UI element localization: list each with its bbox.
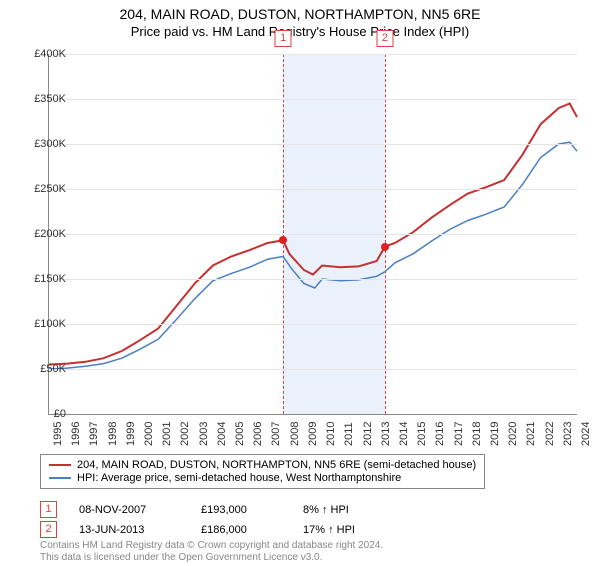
legend-swatch-hpi xyxy=(49,477,71,479)
gridline-h xyxy=(49,144,577,145)
x-axis-label: 2015 xyxy=(416,422,428,446)
y-axis-label: £200K xyxy=(22,228,66,240)
event-row-2: 2 13-JUN-2013 £186,000 17% ↑ HPI xyxy=(40,521,560,538)
x-axis-label: 2010 xyxy=(325,422,337,446)
legend-row-hpi: HPI: Average price, semi-detached house,… xyxy=(49,472,476,484)
event-row-1: 1 08-NOV-2007 £193,000 8% ↑ HPI xyxy=(40,501,560,518)
x-axis-label: 1997 xyxy=(88,422,100,446)
event-date-2: 13-JUN-2013 xyxy=(79,524,179,536)
y-axis-label: £250K xyxy=(22,183,66,195)
x-axis-label: 2005 xyxy=(234,422,246,446)
y-axis-label: £150K xyxy=(22,273,66,285)
marker-dot-2 xyxy=(381,243,389,251)
event-date-1: 08-NOV-2007 xyxy=(79,504,179,516)
x-axis-label: 2008 xyxy=(289,422,301,446)
y-axis-label: £350K xyxy=(22,93,66,105)
x-axis-label: 1996 xyxy=(70,422,82,446)
x-axis-label: 2000 xyxy=(143,422,155,446)
x-axis-label: 2023 xyxy=(562,422,574,446)
gridline-h xyxy=(49,324,577,325)
event-hpi-1: 8% ↑ HPI xyxy=(303,504,349,516)
event-price-1: £193,000 xyxy=(201,504,281,516)
gridline-h xyxy=(49,279,577,280)
legend-label-hpi: HPI: Average price, semi-detached house,… xyxy=(77,472,401,484)
event-marker-1: 1 xyxy=(40,501,57,518)
x-axis-label: 2004 xyxy=(216,422,228,446)
x-axis-label: 2014 xyxy=(398,422,410,446)
y-axis-label: £300K xyxy=(22,138,66,150)
x-axis-label: 2018 xyxy=(471,422,483,446)
y-axis-label: £50K xyxy=(22,363,66,375)
footnote: Contains HM Land Registry data © Crown c… xyxy=(40,540,383,564)
event-price-2: £186,000 xyxy=(201,524,281,536)
x-axis-label: 2003 xyxy=(198,422,210,446)
x-axis-label: 2002 xyxy=(179,422,191,446)
series-line-hpi xyxy=(49,142,577,369)
y-axis-label: £0 xyxy=(22,408,66,420)
x-axis-label: 2020 xyxy=(507,422,519,446)
gridline-h xyxy=(49,189,577,190)
gridline-h xyxy=(49,369,577,370)
events-table: 1 08-NOV-2007 £193,000 8% ↑ HPI 2 13-JUN… xyxy=(40,498,560,541)
x-axis-label: 2024 xyxy=(580,422,592,446)
y-axis-label: £400K xyxy=(22,48,66,60)
legend-label-property: 204, MAIN ROAD, DUSTON, NORTHAMPTON, NN5… xyxy=(77,459,476,471)
x-axis-label: 2007 xyxy=(270,422,282,446)
x-axis-label: 2006 xyxy=(252,422,264,446)
x-axis-label: 2022 xyxy=(544,422,556,446)
marker-badge-2: 2 xyxy=(376,30,393,47)
x-axis-label: 1998 xyxy=(107,422,119,446)
legend-row-property: 204, MAIN ROAD, DUSTON, NORTHAMPTON, NN5… xyxy=(49,459,476,471)
marker-badge-1: 1 xyxy=(275,30,292,47)
x-axis-label: 2019 xyxy=(489,422,501,446)
footnote-line1: Contains HM Land Registry data © Crown c… xyxy=(40,540,383,551)
x-axis-label: 2009 xyxy=(307,422,319,446)
x-axis-label: 2011 xyxy=(343,422,355,446)
x-axis-label: 2013 xyxy=(380,422,392,446)
chart-subtitle: Price paid vs. HM Land Registry's House … xyxy=(0,24,600,39)
chart-title: 204, MAIN ROAD, DUSTON, NORTHAMPTON, NN5… xyxy=(0,6,600,22)
x-axis-label: 1995 xyxy=(52,422,64,446)
legend: 204, MAIN ROAD, DUSTON, NORTHAMPTON, NN5… xyxy=(40,454,485,489)
x-axis-label: 2016 xyxy=(434,422,446,446)
gridline-h xyxy=(49,54,577,55)
event-marker-2: 2 xyxy=(40,521,57,538)
y-axis-label: £100K xyxy=(22,318,66,330)
x-axis-label: 1999 xyxy=(125,422,137,446)
gridline-h xyxy=(49,99,577,100)
x-axis-label: 2017 xyxy=(453,422,465,446)
footnote-line2: This data is licensed under the Open Gov… xyxy=(40,552,322,563)
x-axis-label: 2021 xyxy=(525,422,537,446)
marker-dot-1 xyxy=(279,236,287,244)
gridline-h xyxy=(49,234,577,235)
event-hpi-2: 17% ↑ HPI xyxy=(303,524,355,536)
x-axis-label: 2001 xyxy=(161,422,173,446)
legend-swatch-property xyxy=(49,464,71,466)
chart-plot-area: 1 2 xyxy=(48,54,577,415)
x-axis-label: 2012 xyxy=(362,422,374,446)
